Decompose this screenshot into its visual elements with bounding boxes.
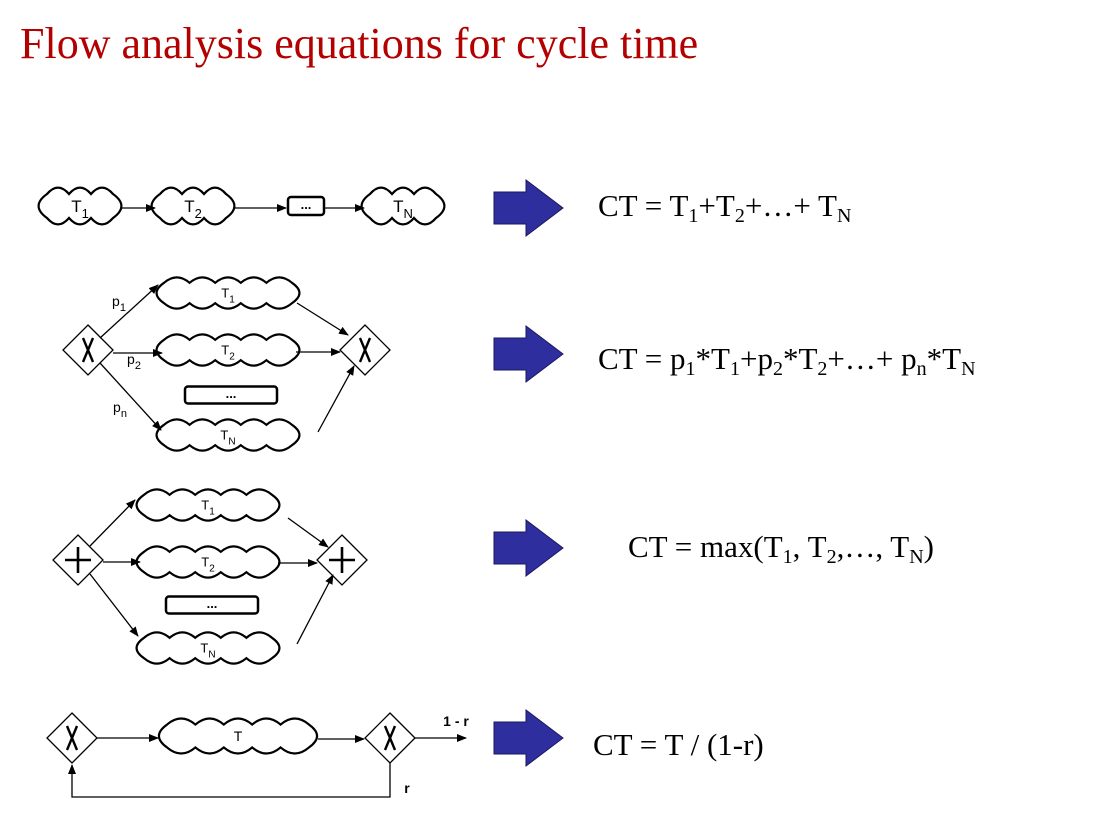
equation-text: CT = max(T <box>628 529 783 564</box>
equation-subscript: N <box>836 205 852 227</box>
ellipsis-box <box>183 385 279 405</box>
equation-subscript: 1 <box>782 546 793 568</box>
and-split-diagram: T1 T2... TN <box>52 488 368 665</box>
equation-rework: CT = T / (1-r) <box>593 727 764 763</box>
loop-arrow <box>68 763 391 798</box>
xor-split-diagram: T1 T2... TN p1 p2 pn <box>62 276 391 452</box>
task-label: T1 <box>201 498 215 518</box>
task-cloud <box>155 276 301 310</box>
equation-text: +p <box>739 341 773 376</box>
task-label: T1 <box>71 197 89 221</box>
page-title: Flow analysis equations for cycle time <box>20 19 699 68</box>
task-label: T1 <box>221 286 235 306</box>
equation-subscript: 2 <box>826 546 837 568</box>
equation-subscript: 2 <box>817 358 828 380</box>
task-cloud <box>37 186 123 226</box>
equation-subscript: N <box>961 358 976 380</box>
ellipsis-label: ... <box>301 197 312 212</box>
task-label: TN <box>200 641 215 661</box>
rework-loop-diagram: T 1 - r r <box>46 712 469 798</box>
task-cloud <box>150 186 236 226</box>
xor-symbol <box>358 337 372 363</box>
equation-text: *T <box>695 341 730 376</box>
equation-subscript: 1 <box>729 358 740 380</box>
ellipsis-label: ... <box>226 386 237 401</box>
ellipsis-label: ... <box>207 596 218 611</box>
equation-text: *T <box>782 341 818 376</box>
loop-probability-label: r <box>404 780 410 796</box>
flow-arrow <box>99 284 159 339</box>
xor-symbol <box>81 337 95 363</box>
task-label: T2 <box>221 343 235 363</box>
flow-arrow <box>99 362 162 431</box>
exit-probability-label: 1 - r <box>443 713 469 729</box>
task-label: T <box>234 728 243 744</box>
task-cloud <box>360 186 446 226</box>
equation-text: CT = T <box>598 188 689 223</box>
probability-label: p1 <box>112 293 126 314</box>
equation-subscript: 1 <box>688 205 699 227</box>
equation-text: +…+ T <box>744 188 837 223</box>
equation-text: ) <box>923 529 934 564</box>
task-label: T2 <box>201 555 215 575</box>
equation-sequence: CT = T1+T2+…+ TN <box>598 188 852 227</box>
probability-label: p2 <box>127 351 141 372</box>
sequence-diagram: T1 T2... TN <box>37 186 446 226</box>
task-cloud <box>155 418 301 452</box>
equation-subscript: 2 <box>734 205 745 227</box>
equation-text: +…+ p <box>827 341 917 376</box>
flow-arrow <box>89 499 136 547</box>
task-cloud <box>157 717 319 755</box>
xor-symbol <box>383 725 397 751</box>
and-symbol <box>329 547 355 573</box>
equation-and: CT = max(T1, T2,…, TN) <box>628 529 934 568</box>
and-symbol <box>65 547 91 573</box>
implication-arrow <box>493 178 564 238</box>
ellipsis-box <box>164 595 260 615</box>
xor-symbol <box>65 725 79 751</box>
equation-subscript: 1 <box>685 358 696 380</box>
task-cloud <box>155 333 301 367</box>
flow-arrow <box>287 517 329 548</box>
flow-arrow <box>296 574 334 645</box>
equation-subscript: n <box>916 358 927 380</box>
ellipsis-box <box>286 195 326 217</box>
equation-subscript: 2 <box>772 358 783 380</box>
implication-arrows <box>493 178 564 768</box>
flow-arrow <box>89 573 139 637</box>
equation-text: CT = T / (1-r) <box>593 727 764 762</box>
implication-arrow <box>493 708 564 768</box>
task-cloud <box>135 631 281 665</box>
task-cloud <box>135 488 281 522</box>
task-label: TN <box>220 428 235 448</box>
equation-text: , T <box>792 529 827 564</box>
implication-arrow <box>493 518 564 578</box>
probability-label: pn <box>113 399 127 420</box>
task-cloud <box>135 545 281 579</box>
equation-subscript: N <box>909 546 924 568</box>
equation-text: CT = p <box>598 341 686 376</box>
implication-arrow <box>493 324 564 384</box>
task-label: TN <box>393 197 413 221</box>
equation-text: +T <box>698 188 735 223</box>
equation-text: *T <box>926 341 962 376</box>
equation-xor: CT = p1*T1+p2*T2+…+ pn*TN <box>598 341 976 380</box>
task-label: T2 <box>184 197 202 221</box>
equation-text: ,…, T <box>836 529 910 564</box>
flow-arrow <box>296 302 349 336</box>
flow-arrow <box>317 365 355 433</box>
